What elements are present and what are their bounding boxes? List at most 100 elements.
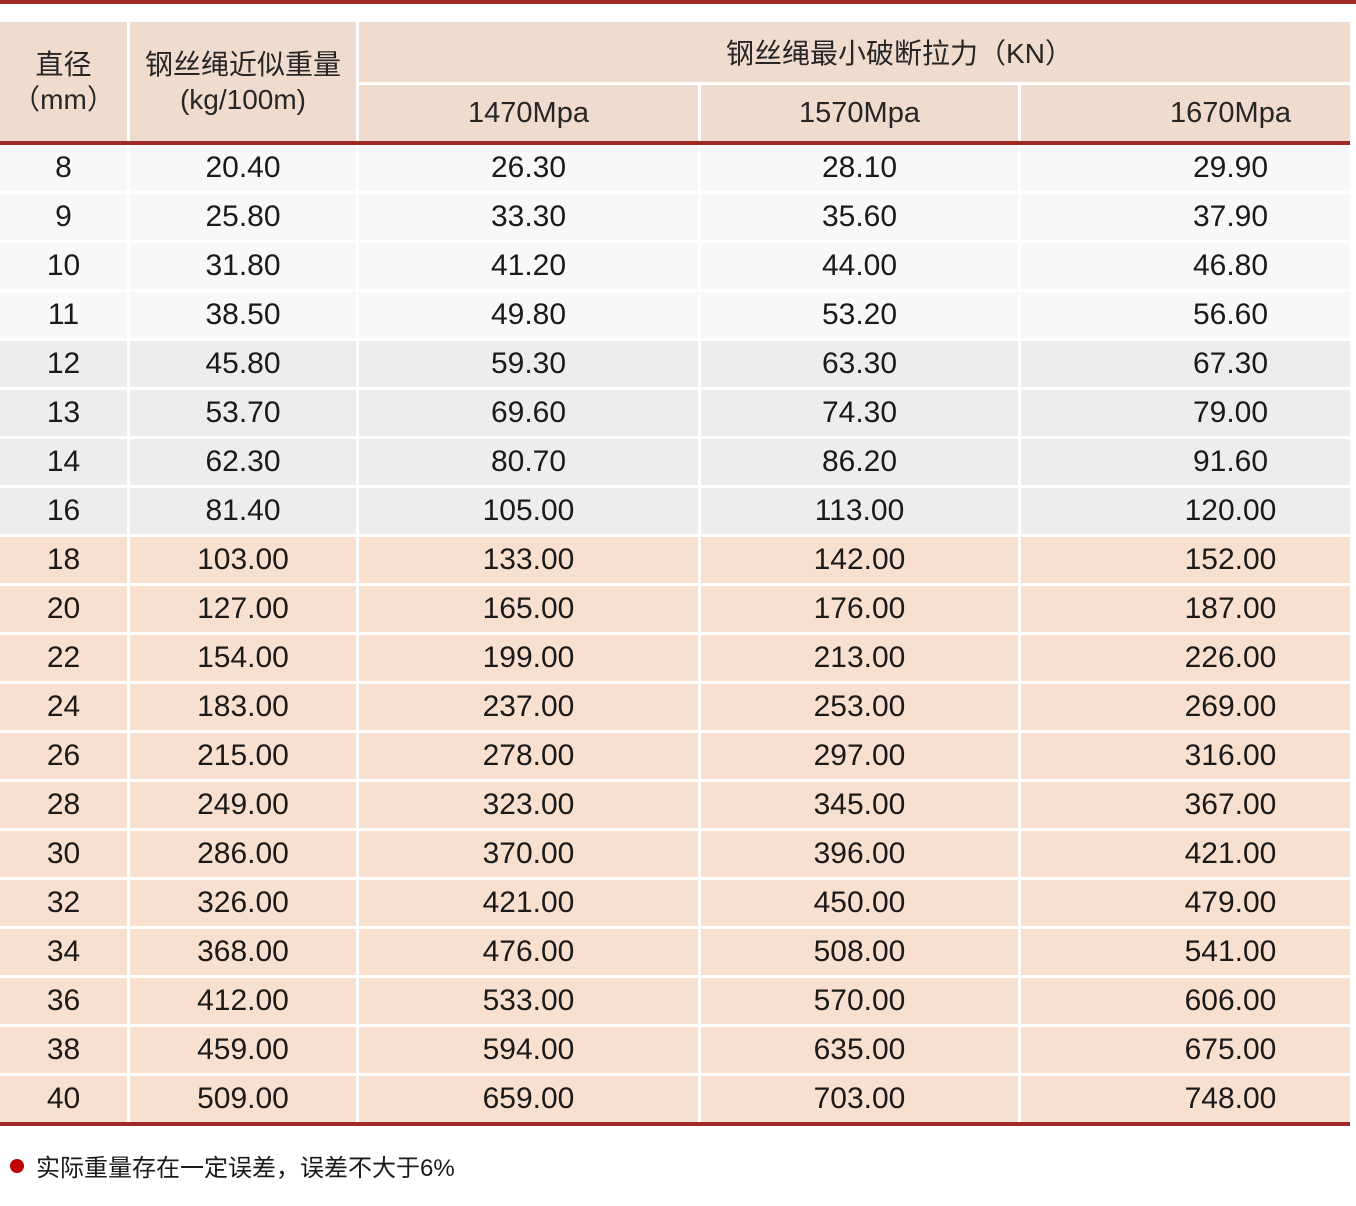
value-cell: 62.30 [130, 439, 356, 485]
value-cell: 253.00 [701, 684, 1018, 730]
diameter-cell: 9 [0, 194, 127, 240]
header-breaking-force-group: 钢丝绳最小破断拉力（KN） [359, 22, 1350, 82]
value-cell: 594.00 [359, 1027, 698, 1073]
table-header: 直径 （mm） 钢丝绳近似重量 (kg/100m) 钢丝绳最小破断拉力（KN） … [0, 22, 1350, 145]
header-weight-line2: (kg/100m) [179, 83, 307, 115]
value-cell: 120.00 [1021, 488, 1350, 534]
diameter-cell: 13 [0, 390, 127, 436]
value-cell: 44.00 [701, 243, 1018, 289]
header-grade-1570: 1570Mpa [701, 85, 1018, 141]
diameter-cell: 16 [0, 488, 127, 534]
table-row: 13 53.70 69.60 74.30 79.00 [0, 390, 1350, 436]
footnote-text: 实际重量存在一定误差，误差不大于6% [36, 1155, 455, 1182]
value-cell: 38.50 [130, 292, 356, 338]
value-cell: 29.90 [1021, 145, 1350, 191]
diameter-cell: 26 [0, 733, 127, 779]
value-cell: 154.00 [130, 635, 356, 681]
header-weight: 钢丝绳近似重量 (kg/100m) [130, 22, 356, 141]
value-cell: 80.70 [359, 439, 698, 485]
diameter-cell: 40 [0, 1076, 127, 1122]
header-grade-row: 1470Mpa 1570Mpa 1670Mpa [359, 85, 1350, 141]
value-cell: 81.40 [130, 488, 356, 534]
table-row: 12 45.80 59.30 63.30 67.30 [0, 341, 1350, 387]
value-cell: 370.00 [359, 831, 698, 877]
value-cell: 37.90 [1021, 194, 1350, 240]
value-cell: 127.00 [130, 586, 356, 632]
diameter-cell: 32 [0, 880, 127, 926]
value-cell: 103.00 [130, 537, 356, 583]
table-row: 16 81.40 105.00 113.00 120.00 [0, 488, 1350, 534]
table-row: 32 326.00 421.00 450.00 479.00 [0, 880, 1350, 926]
value-cell: 368.00 [130, 929, 356, 975]
table-row: 11 38.50 49.80 53.20 56.60 [0, 292, 1350, 338]
value-cell: 67.30 [1021, 341, 1350, 387]
value-cell: 26.30 [359, 145, 698, 191]
value-cell: 703.00 [701, 1076, 1018, 1122]
value-cell: 183.00 [130, 684, 356, 730]
value-cell: 199.00 [359, 635, 698, 681]
header-diameter-line2: （mm） [12, 83, 115, 115]
value-cell: 46.80 [1021, 243, 1350, 289]
value-cell: 278.00 [359, 733, 698, 779]
diameter-cell: 14 [0, 439, 127, 485]
value-cell: 63.30 [701, 341, 1018, 387]
value-cell: 297.00 [701, 733, 1018, 779]
value-cell: 659.00 [359, 1076, 698, 1122]
header-breaking-force: 钢丝绳最小破断拉力（KN） 1470Mpa 1570Mpa 1670Mpa [359, 22, 1350, 141]
table-body: 8 20.40 26.30 28.10 29.90 9 25.80 33.30 35.60 37.… [0, 145, 1350, 1126]
table-row: 22 154.00 199.00 213.00 226.00 [0, 635, 1350, 681]
value-cell: 133.00 [359, 537, 698, 583]
value-cell: 86.20 [701, 439, 1018, 485]
table-row: 10 31.80 41.20 44.00 46.80 [0, 243, 1350, 289]
table-row: 34 368.00 476.00 508.00 541.00 [0, 929, 1350, 975]
diameter-cell: 22 [0, 635, 127, 681]
value-cell: 113.00 [701, 488, 1018, 534]
diameter-cell: 18 [0, 537, 127, 583]
header-diameter-line1: 直径 [35, 48, 92, 80]
value-cell: 187.00 [1021, 586, 1350, 632]
value-cell: 59.30 [359, 341, 698, 387]
diameter-cell: 11 [0, 292, 127, 338]
value-cell: 269.00 [1021, 684, 1350, 730]
value-cell: 459.00 [130, 1027, 356, 1073]
value-cell: 606.00 [1021, 978, 1350, 1024]
top-divider [0, 0, 1356, 4]
diameter-cell: 24 [0, 684, 127, 730]
diameter-cell: 10 [0, 243, 127, 289]
table-row: 9 25.80 33.30 35.60 37.90 [0, 194, 1350, 240]
value-cell: 675.00 [1021, 1027, 1350, 1073]
value-cell: 541.00 [1021, 929, 1350, 975]
diameter-cell: 8 [0, 145, 127, 191]
diameter-cell: 20 [0, 586, 127, 632]
table-row: 30 286.00 370.00 396.00 421.00 [0, 831, 1350, 877]
value-cell: 91.60 [1021, 439, 1350, 485]
value-cell: 74.30 [701, 390, 1018, 436]
header-diameter: 直径 （mm） [0, 22, 127, 141]
value-cell: 165.00 [359, 586, 698, 632]
value-cell: 105.00 [359, 488, 698, 534]
value-cell: 748.00 [1021, 1076, 1350, 1122]
value-cell: 142.00 [701, 537, 1018, 583]
value-cell: 367.00 [1021, 782, 1350, 828]
value-cell: 508.00 [701, 929, 1018, 975]
value-cell: 41.20 [359, 243, 698, 289]
value-cell: 412.00 [130, 978, 356, 1024]
value-cell: 635.00 [701, 1027, 1018, 1073]
value-cell: 450.00 [701, 880, 1018, 926]
value-cell: 79.00 [1021, 390, 1350, 436]
table-row: 40 509.00 659.00 703.00 748.00 [0, 1076, 1350, 1122]
value-cell: 69.60 [359, 390, 698, 436]
value-cell: 533.00 [359, 978, 698, 1024]
value-cell: 509.00 [130, 1076, 356, 1122]
value-cell: 56.60 [1021, 292, 1350, 338]
value-cell: 421.00 [359, 880, 698, 926]
header-grade-1670: 1670Mpa [1021, 85, 1350, 141]
value-cell: 476.00 [359, 929, 698, 975]
value-cell: 152.00 [1021, 537, 1350, 583]
value-cell: 53.70 [130, 390, 356, 436]
diameter-cell: 12 [0, 341, 127, 387]
header-grade-1470: 1470Mpa [359, 85, 698, 141]
table-row: 38 459.00 594.00 635.00 675.00 [0, 1027, 1350, 1073]
table-row: 24 183.00 237.00 253.00 269.00 [0, 684, 1350, 730]
value-cell: 345.00 [701, 782, 1018, 828]
